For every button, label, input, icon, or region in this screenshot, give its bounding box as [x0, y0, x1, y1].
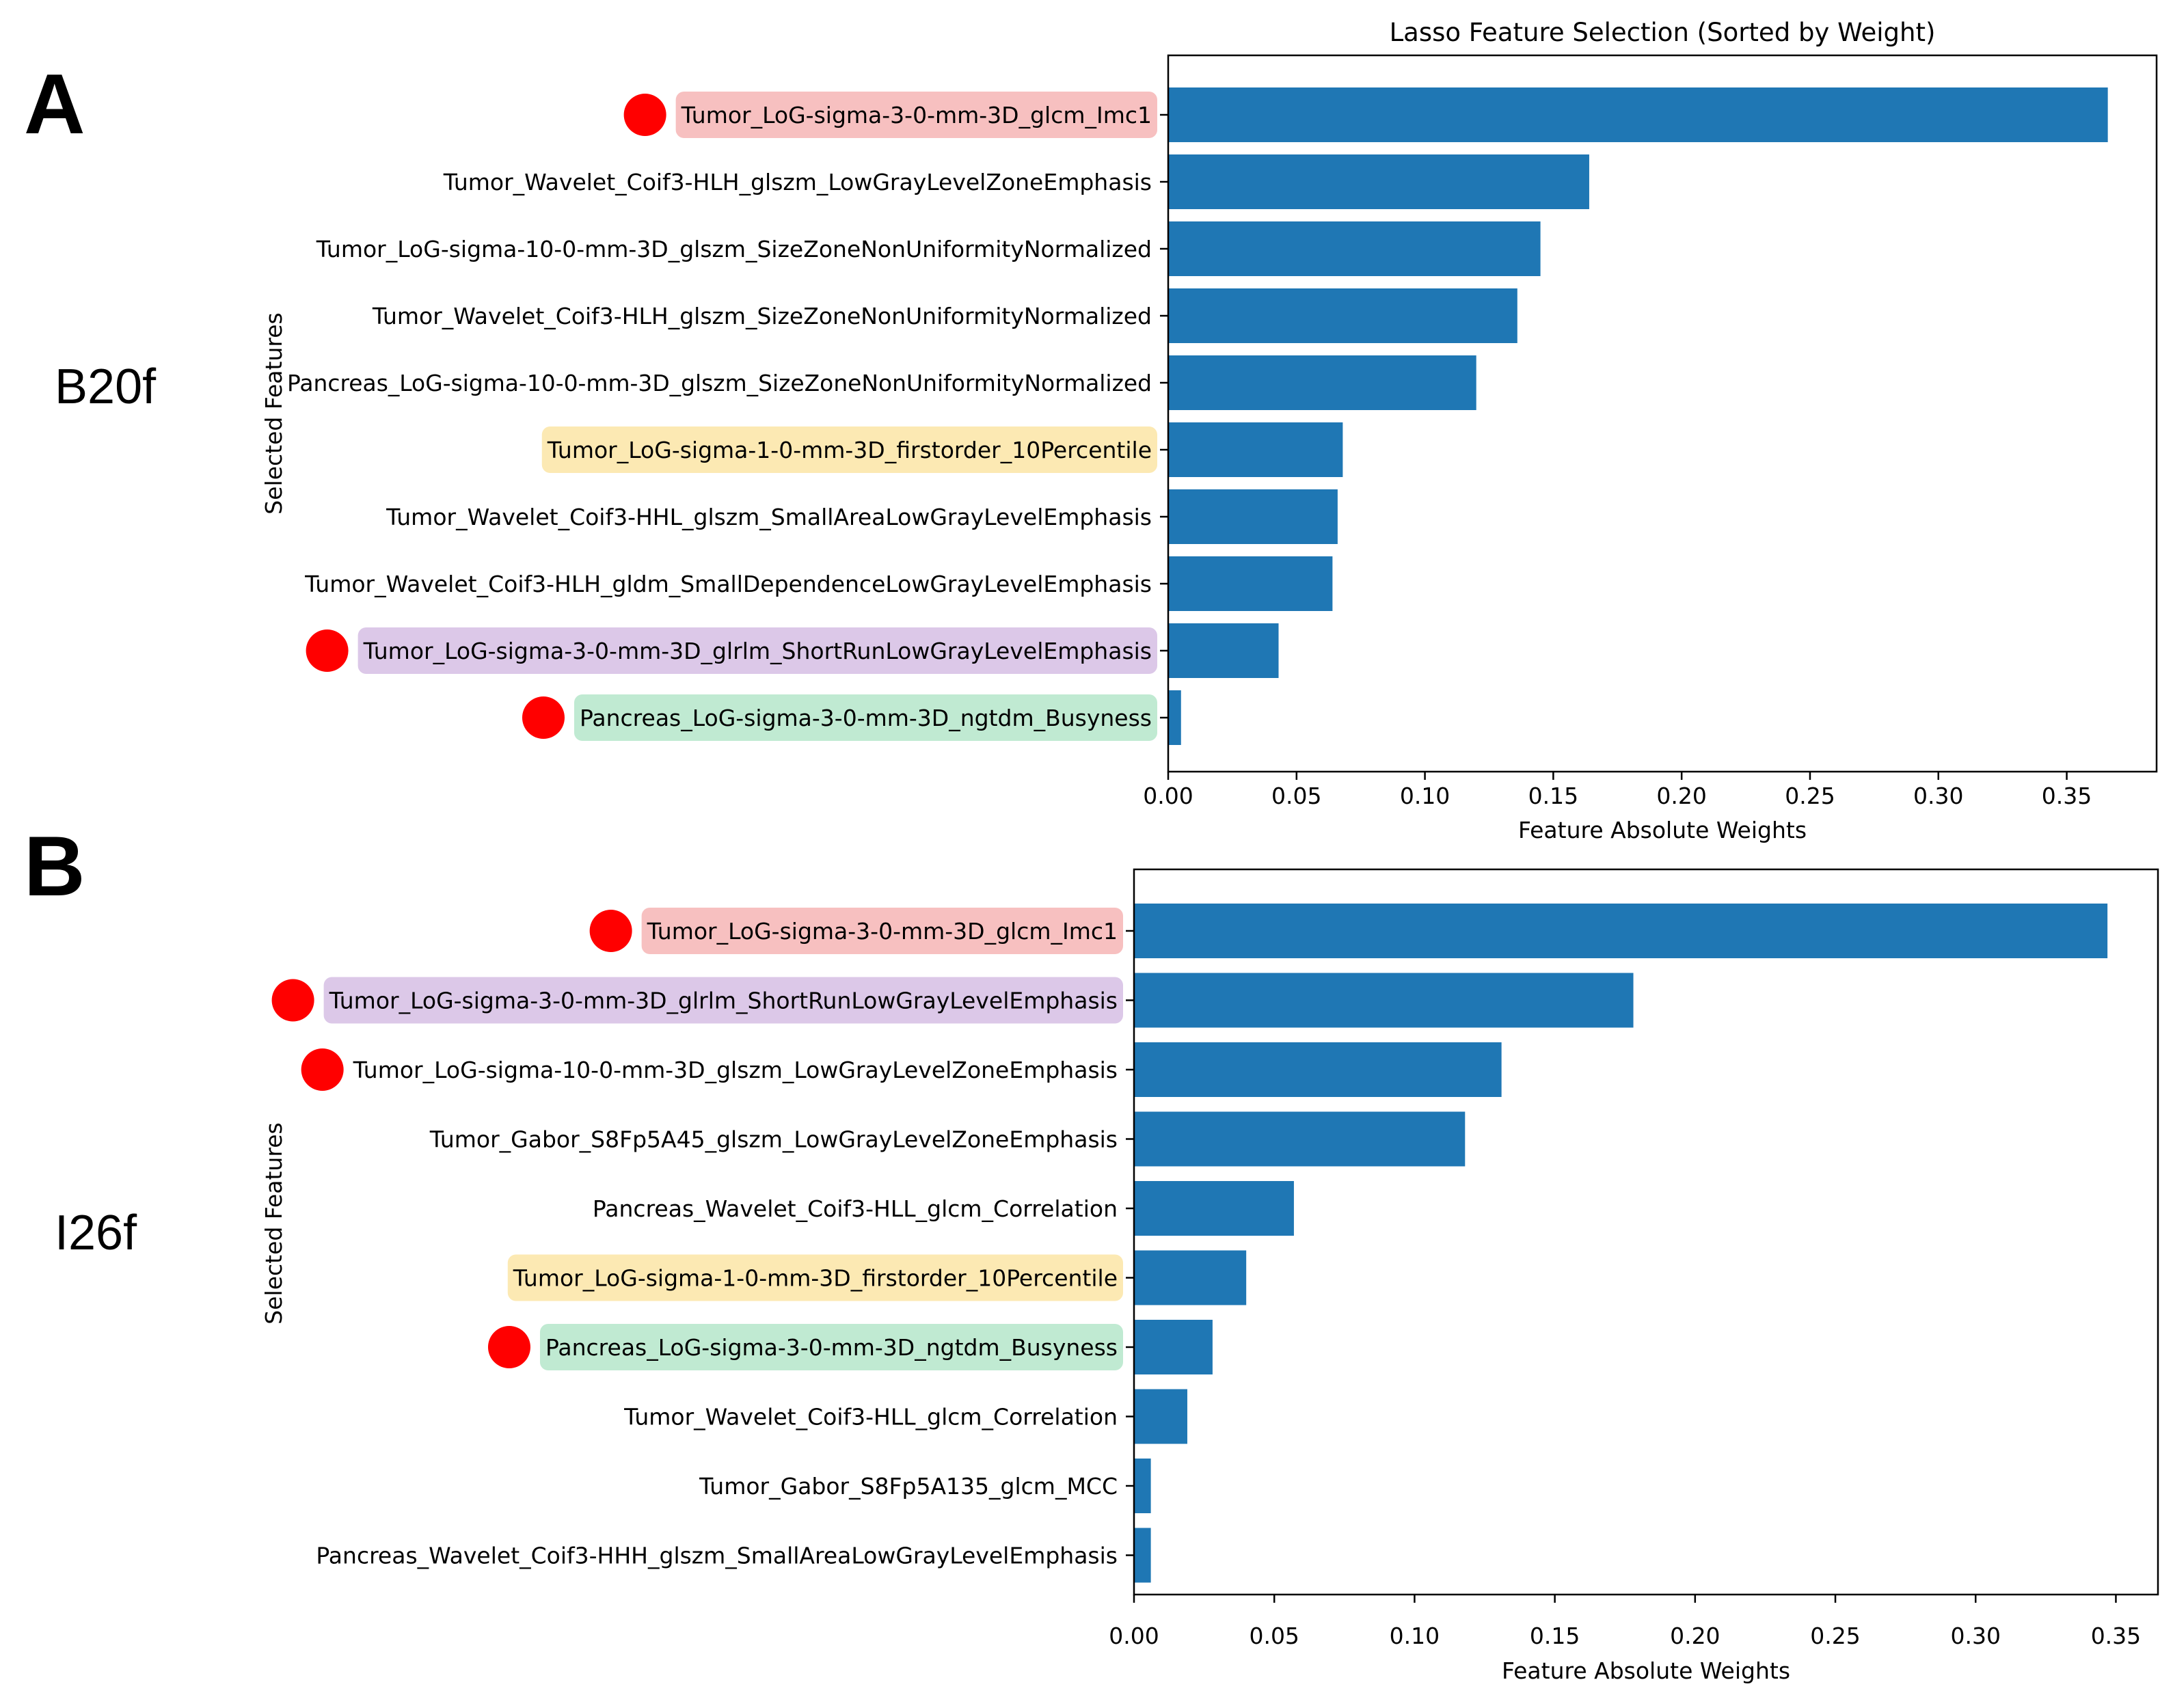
bar — [1134, 1389, 1187, 1444]
y-tick-label: Tumor_LoG-sigma-1-0-mm-3D_firstorder_10P… — [547, 437, 1152, 463]
dataset-label: B20f — [55, 360, 157, 414]
highlight-box — [507, 1254, 1123, 1301]
x-tick-label: 0.25 — [1785, 783, 1835, 809]
bar — [1134, 1320, 1213, 1374]
bar — [1168, 221, 1541, 276]
y-tick-label: Tumor_LoG-sigma-3-0-mm-3D_glcm_Imc1 — [681, 102, 1152, 128]
chart-panel-A: A B20f Lasso Feature Selection (Sorted by … — [24, 18, 2158, 843]
highlight-box — [573, 694, 1157, 741]
bar — [1168, 489, 1338, 544]
y-tick-label: Tumor_Wavelet_Coif3-HLL_glcm_Correlation — [623, 1403, 1118, 1430]
y-tick-label: Tumor_LoG-sigma-1-0-mm-3D_firstorder_10P… — [513, 1264, 1118, 1291]
selected-marker — [589, 910, 632, 952]
highlight-box — [357, 627, 1157, 674]
bar — [1168, 288, 1517, 343]
y-tick-label: Pancreas_LoG-sigma-10-0-mm-3D_glszm_Size… — [287, 370, 1152, 396]
y-tick-label: Tumor_Wavelet_Coif3-HLH_gldm_SmallDepend… — [304, 571, 1152, 597]
highlight-box — [641, 908, 1123, 954]
y-tick-label: Pancreas_LoG-sigma-3-0-mm-3D_ngtdm_Busyn… — [545, 1334, 1118, 1361]
y-axis-label: Selected Features — [260, 1122, 287, 1324]
x-tick-label: 0.25 — [1810, 1623, 1860, 1649]
x-tick-label: 0.35 — [2042, 783, 2092, 809]
x-tick-label: 0.30 — [1950, 1623, 2000, 1649]
plot-frame — [1133, 868, 2159, 1596]
bar — [1134, 973, 1634, 1028]
panel-label: A — [24, 57, 85, 152]
x-tick-label: 0.05 — [1271, 783, 1321, 809]
chart-panel-B: B I26f Tumor_LoG-sigma-3-0-mm-3D_glcm_Imc1… — [24, 819, 2159, 1684]
x-tick-label: 0.15 — [1528, 783, 1578, 809]
bar — [1134, 1250, 1247, 1305]
x-tick-label: 0.05 — [1249, 1623, 1299, 1649]
highlight-box — [541, 426, 1157, 473]
bar — [1134, 1042, 1502, 1097]
y-tick-label: Tumor_LoG-sigma-10-0-mm-3D_glszm_LowGray… — [353, 1057, 1118, 1083]
x-tick-label: 0.20 — [1670, 1623, 1720, 1649]
y-tick-label: Tumor_LoG-sigma-10-0-mm-3D_glszm_SizeZon… — [316, 236, 1152, 262]
selected-marker — [306, 629, 349, 672]
y-tick-label: Tumor_Wavelet_Coif3-HLH_glszm_LowGrayLev… — [443, 169, 1152, 195]
y-tick-label: Pancreas_Wavelet_Coif3-HLL_glcm_Correlat… — [593, 1195, 1118, 1222]
y-tick-label: Tumor_Gabor_S8Fp5A45_glszm_LowGrayLevelZ… — [429, 1126, 1118, 1152]
x-tick-label: 0.30 — [1913, 783, 1963, 809]
x-tick-label: 0.10 — [1400, 783, 1450, 809]
bar — [1168, 623, 1279, 678]
bar — [1168, 556, 1333, 611]
x-tick-label: 0.00 — [1143, 783, 1193, 809]
x-tick-label: 0.10 — [1390, 1623, 1440, 1649]
selected-marker — [271, 979, 314, 1022]
bar — [1134, 1111, 1466, 1167]
bar — [1134, 1181, 1294, 1236]
x-tick-label: 0.15 — [1530, 1623, 1580, 1649]
bar — [1168, 87, 2108, 142]
bar — [1168, 690, 1181, 745]
x-tick-label: 0.35 — [2091, 1623, 2141, 1649]
y-tick-label: Tumor_Wavelet_Coif3-HHL_glszm_SmallAreaL… — [386, 504, 1152, 530]
bar — [1168, 154, 1589, 209]
bar — [1134, 1528, 1151, 1583]
bar — [1168, 355, 1476, 410]
highlight-box — [675, 92, 1157, 138]
panel-label: B — [24, 819, 85, 914]
chart-title: Lasso Feature Selection (Sorted by Weigh… — [1390, 18, 1936, 47]
y-tick-label: Tumor_Wavelet_Coif3-HLH_glszm_SizeZoneNo… — [372, 303, 1152, 329]
y-tick-label: Tumor_Gabor_S8Fp5A135_glcm_MCC — [699, 1473, 1118, 1500]
y-tick-label: Pancreas_Wavelet_Coif3-HHH_glszm_SmallAr… — [316, 1542, 1118, 1569]
y-tick-label: Tumor_LoG-sigma-3-0-mm-3D_glcm_Imc1 — [647, 918, 1118, 945]
plot-frame — [1167, 54, 2158, 773]
bar — [1168, 422, 1343, 477]
highlight-box — [539, 1324, 1123, 1370]
bar — [1134, 1459, 1151, 1513]
x-tick-label: 0.00 — [1109, 1623, 1159, 1649]
selected-marker — [487, 1326, 530, 1368]
highlight-box — [323, 977, 1123, 1024]
y-tick-label: Tumor_LoG-sigma-3-0-mm-3D_glrlm_ShortRun… — [329, 987, 1118, 1014]
x-tick-label: 0.20 — [1656, 783, 1706, 809]
y-tick-label: Tumor_LoG-sigma-3-0-mm-3D_glrlm_ShortRun… — [363, 638, 1152, 664]
bar — [1134, 904, 2108, 958]
selected-marker — [623, 94, 666, 136]
y-tick-label: Pancreas_LoG-sigma-3-0-mm-3D_ngtdm_Busyn… — [580, 705, 1152, 731]
x-axis-label: Feature Absolute Weights — [1518, 817, 1807, 843]
selected-marker — [301, 1048, 344, 1091]
x-axis-label: Feature Absolute Weights — [1502, 1657, 1790, 1684]
y-axis-label: Selected Features — [260, 312, 287, 514]
selected-marker — [522, 696, 565, 739]
dataset-label: I26f — [55, 1206, 137, 1260]
